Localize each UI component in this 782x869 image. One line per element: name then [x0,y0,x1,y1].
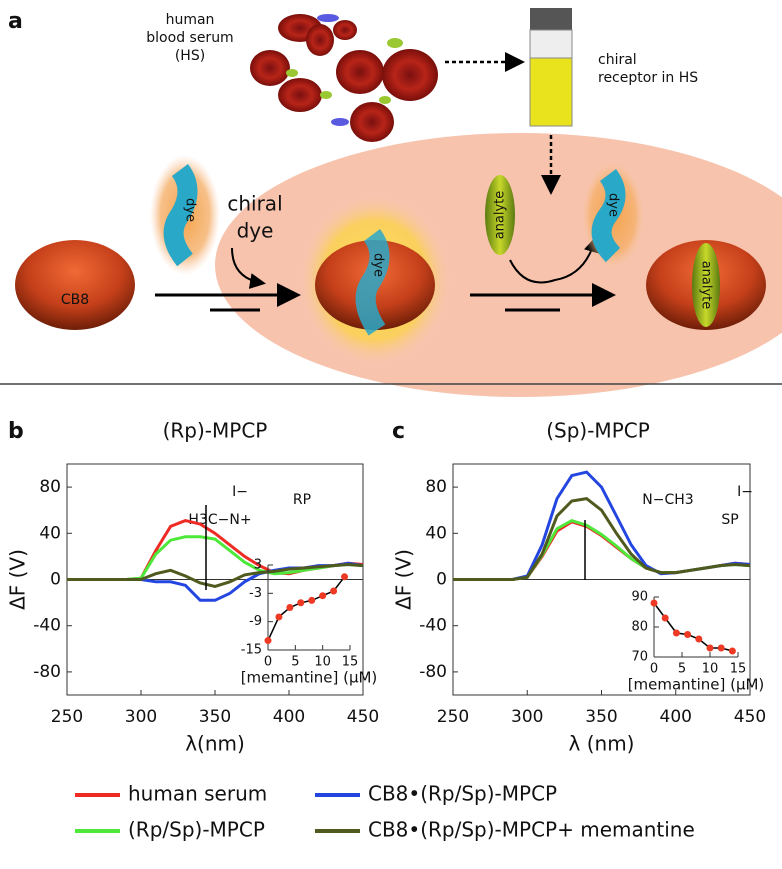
x-tick-label: 300 [511,707,543,727]
structure-label: RP [293,492,311,508]
panel-label: b [8,419,24,444]
x-tick-label: 250 [51,707,83,727]
x-tick-label: 450 [347,707,379,727]
x-axis-label: [memantine] (μM) [241,669,378,687]
data-point [330,587,338,595]
series-line [453,497,751,581]
x-tick-label: 0 [650,662,658,677]
y-tick-label: 80 [631,620,648,635]
structure-label: I− [737,484,753,500]
host-label: CB8 [61,292,89,308]
data-point [728,647,736,655]
y-tick-label: -15 [241,643,262,658]
analyte-label: analyte [699,261,714,310]
y-tick-label: -80 [33,662,61,682]
data-point [297,599,305,607]
data-point [286,604,294,611]
x-tick-label: 5 [291,655,299,670]
x-tick-label: 350 [585,707,617,727]
y-tick-label: 0 [436,570,447,590]
y-tick-label: -80 [419,662,447,682]
data-point [717,644,725,652]
dye-label: dye [371,253,386,277]
series-line [453,520,751,581]
series-line [453,518,751,581]
x-tick-label: 0 [264,655,272,670]
data-point [695,635,703,643]
legend-label: human serum [128,782,267,806]
serum-label: blood serum [146,30,233,46]
data-point [684,631,692,638]
structure-label: I− [232,484,248,500]
y-tick-label: 80 [425,477,447,497]
x-tick-label: 250 [437,707,469,727]
data-point [275,613,283,621]
data-point [661,614,669,622]
receptor-label: chiral [598,52,637,68]
series-line [267,576,346,641]
y-tick-label: -40 [419,616,447,636]
series-line [67,535,364,581]
data-point [308,596,316,604]
data-point [706,644,714,652]
y-tick-label: -9 [249,614,262,629]
dye-name: dye [237,219,274,243]
structure-label: SP [721,512,738,528]
y-tick-label: 40 [425,523,447,543]
structure-label: H3C−N+ [188,512,251,528]
x-tick-label: 10 [314,655,331,670]
y-tick-label: 3 [254,558,262,573]
panel-label: c [392,419,405,444]
data-point [341,573,349,581]
cuvette [529,8,573,127]
panel-label: a [8,9,23,34]
x-tick-label: 15 [342,655,359,670]
x-axis-label: λ (nm) [569,732,635,756]
x-tick-label: 15 [730,662,747,677]
serum-label: (HS) [175,48,205,64]
serum-label: human [166,12,215,28]
receptor-label: receptor in HS [598,70,698,86]
data-point [319,592,327,600]
series-line [67,562,364,588]
cb8 [15,240,135,330]
x-axis-label: λ(nm) [185,732,245,756]
x-tick-label: 400 [273,707,305,727]
panel-a: a human blood serum (HS) chiral receptor… [8,8,782,397]
dye-name: chiral [227,192,282,216]
y-tick-label: 80 [39,477,61,497]
dye-label: dye [606,193,621,217]
y-tick-label: 90 [631,590,648,605]
y-axis-label: ΔF (V) [392,549,416,610]
x-tick-label: 400 [660,707,692,727]
legend-label: CB8•(Rp/Sp)-MPCP [368,782,557,806]
y-tick-label: -3 [249,586,262,601]
data-point [672,629,680,637]
x-tick-label: 5 [678,662,686,677]
x-tick-label: 350 [199,707,231,727]
structure-label: N−CH3 [642,492,693,508]
y-tick-label: 70 [631,650,648,665]
y-tick-label: 0 [50,570,61,590]
x-tick-label: 450 [734,707,766,727]
chart-title: (Sp)-MPCP [546,419,650,443]
legend-label: (Rp/Sp)-MPCP [128,818,265,842]
y-tick-label: -40 [33,616,61,636]
data-point [650,599,658,607]
analyte-label: analyte [493,191,508,240]
y-tick-label: 40 [39,523,61,543]
series-line [653,602,733,652]
legend-label: CB8•(Rp/Sp)-MPCP+ memantine [368,818,695,842]
x-axis-label: [memantine] (μM) [628,676,765,694]
blood-cells [250,14,438,142]
chart-title: (Rp)-MPCP [163,419,268,443]
series-line [67,519,364,581]
y-axis-label: ΔF (V) [6,549,30,610]
series-line [453,470,751,581]
data-point [264,637,272,645]
x-tick-label: 10 [702,662,719,677]
x-tick-label: 300 [125,707,157,727]
dye-label: dye [183,198,198,222]
